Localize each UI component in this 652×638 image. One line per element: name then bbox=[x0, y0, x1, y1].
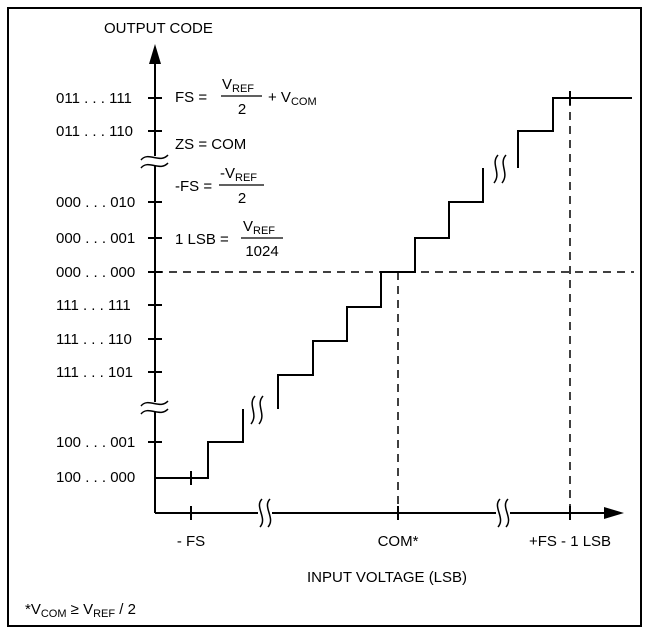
y-axis-arrow bbox=[149, 44, 161, 64]
x-tick-label-neg-fs: - FS bbox=[177, 533, 205, 550]
svg-text:VREF: VREF bbox=[243, 218, 275, 237]
y-tick-label: 011 . . . 110 bbox=[56, 123, 133, 140]
y-tick-label: 011 . . . 111 bbox=[56, 90, 132, 107]
transfer-staircase bbox=[155, 98, 632, 478]
svg-text:2: 2 bbox=[238, 190, 246, 207]
y-axis-break-upper bbox=[141, 155, 168, 168]
y-tick-label: 000 . . . 010 bbox=[56, 194, 135, 211]
x-tick-label-com: COM* bbox=[378, 533, 419, 550]
staircase-break-lower bbox=[251, 396, 263, 424]
svg-text:-FS =: -FS = bbox=[175, 178, 212, 195]
footnote: *VCOM ≥ VREF / 2 bbox=[25, 601, 136, 620]
y-tick-label: 100 . . . 001 bbox=[56, 434, 135, 451]
y-tick-label: 000 . . . 001 bbox=[56, 230, 135, 247]
y-tick-label: 100 . . . 000 bbox=[56, 469, 135, 486]
svg-text:FS =: FS = bbox=[175, 89, 207, 106]
x-tick-label-pos-fs: +FS - 1 LSB bbox=[529, 533, 611, 550]
svg-text:+ VCOM: + VCOM bbox=[268, 89, 317, 108]
y-axis-break-lower bbox=[141, 401, 168, 414]
y-tick-label: 000 . . . 000 bbox=[56, 264, 135, 281]
x-axis-title: INPUT VOLTAGE (LSB) bbox=[307, 569, 467, 586]
y-tick-label: 111 . . . 101 bbox=[56, 364, 133, 381]
zs-equation: ZS = COM bbox=[175, 136, 246, 153]
y-tick-label: 111 . . . 111 bbox=[56, 297, 131, 314]
staircase-break-upper bbox=[494, 155, 506, 183]
y-tick-labels: 011 . . . 111 011 . . . 110 000 . . . 01… bbox=[56, 90, 135, 486]
fs-equation: FS = VREF 2 + VCOM bbox=[175, 76, 317, 118]
lsb-equation: 1 LSB = VREF 1024 bbox=[175, 218, 283, 260]
y-axis-title: OUTPUT CODE bbox=[104, 20, 213, 37]
svg-text:VREF: VREF bbox=[222, 76, 254, 95]
svg-text:-VREF: -VREF bbox=[220, 165, 257, 184]
neg-fs-equation: -FS = -VREF 2 bbox=[175, 165, 264, 207]
svg-text:2: 2 bbox=[238, 101, 246, 118]
svg-text:1 LSB =: 1 LSB = bbox=[175, 231, 229, 248]
y-tick-label: 111 . . . 110 bbox=[56, 331, 132, 348]
x-axis-arrow bbox=[604, 507, 624, 519]
x-axis-break-right bbox=[496, 499, 510, 527]
svg-text:1024: 1024 bbox=[245, 243, 278, 260]
x-axis-break-left bbox=[258, 499, 272, 527]
